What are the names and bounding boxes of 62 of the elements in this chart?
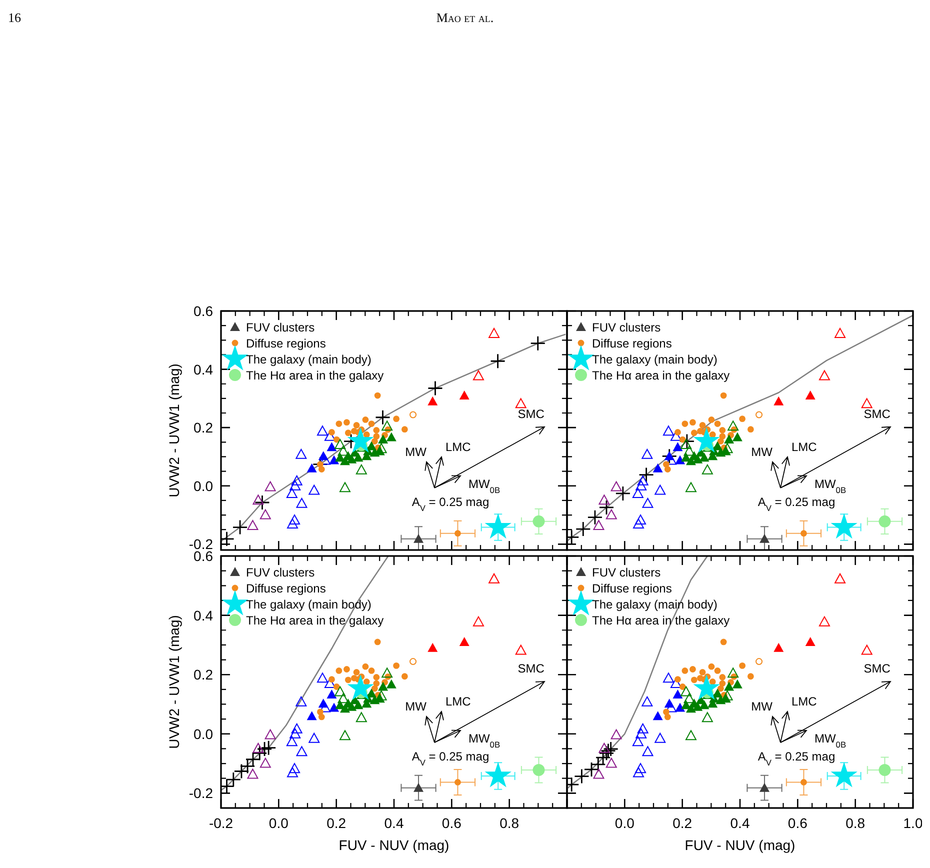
x-tick-label: 0.2 <box>326 815 346 831</box>
x-axis-title: FUV - NUV (mag) <box>338 837 450 853</box>
y-tick-label: 0.6 <box>194 303 214 319</box>
legend-label: The galaxy (main body) <box>246 352 372 366</box>
y-axis-title: UVW2 - UVW1 (mag) <box>166 615 182 749</box>
x-tick-label: 0.8 <box>500 815 520 831</box>
legend-label: The Hα area in the galaxy <box>246 368 384 382</box>
annotation: MW <box>405 444 428 459</box>
annotation: MW <box>751 444 774 459</box>
legend-label: The galaxy (main body) <box>592 352 718 366</box>
annotation: SMC <box>518 406 545 421</box>
legend-label: The galaxy (main body) <box>246 598 372 612</box>
y-tick-label: -0.2 <box>188 785 214 802</box>
text: Mao et al. <box>436 10 494 25</box>
y-tick-label: 0.0 <box>194 478 214 494</box>
y-tick-label: 0.2 <box>194 420 214 436</box>
annotation: SMC <box>864 406 891 421</box>
x-tick-label: 0.0 <box>614 815 635 831</box>
annotation: MW$_{0B}$ <box>468 476 500 495</box>
legend-label: Diffuse regions <box>592 336 672 350</box>
x-axis-title: FUV - NUV (mag) <box>684 837 796 853</box>
y-tick-label: 0.2 <box>194 666 214 683</box>
annotation: MW$_{0B}$ <box>814 731 846 750</box>
legend-label: FUV clusters <box>592 566 661 580</box>
legend-label: The Hα area in the galaxy <box>592 368 730 382</box>
x-tick-label: 0.2 <box>672 815 692 831</box>
annotation: LMC <box>791 694 818 708</box>
annotation: A$_{V}$ = 0.25 mag <box>412 494 490 513</box>
annotation: LMC <box>445 694 472 708</box>
y-axis-title: UVW2 - UVW1 (mag) <box>166 364 182 498</box>
legend-label: FUV clusters <box>592 320 661 334</box>
x-tick-label: 0.6 <box>788 815 808 831</box>
x-tick-label: 0.4 <box>384 815 404 831</box>
legend-label: FUV clusters <box>246 320 315 334</box>
text: 16 <box>8 10 22 25</box>
y-tick-label: 0.4 <box>194 607 214 624</box>
x-tick-label: 0.6 <box>442 815 462 831</box>
legend-label: Diffuse regions <box>246 336 326 350</box>
annotation: MW$_{0B}$ <box>468 731 500 750</box>
x-tick-label: 1.0 <box>903 815 923 831</box>
annotation: MW <box>405 699 428 714</box>
annotation: MW <box>751 699 774 714</box>
y-tick-label: 0.0 <box>194 726 214 742</box>
legend-label: The Hα area in the galaxy <box>246 614 384 628</box>
annotation: A$_{V}$ = 0.25 mag <box>412 749 490 768</box>
legend-label: The Hα area in the galaxy <box>592 614 730 628</box>
annotation: A$_{V}$ = 0.25 mag <box>758 749 836 768</box>
legend-label: Diffuse regions <box>592 582 672 596</box>
x-tick-label: 0.8 <box>846 815 866 831</box>
annotation: A$_{V}$ = 0.25 mag <box>758 494 836 513</box>
annotation: SMC <box>864 661 891 676</box>
x-tick-label: -0.2 <box>208 815 234 831</box>
annotation: LMC <box>445 440 472 454</box>
annotation: SMC <box>518 661 545 676</box>
x-tick-label: 0.0 <box>268 815 289 831</box>
legend-label: The galaxy (main body) <box>592 598 718 612</box>
x-tick-label: 0.4 <box>730 815 750 831</box>
legend-label: Diffuse regions <box>246 582 326 596</box>
annotation: LMC <box>791 440 818 454</box>
y-tick-label: 0.4 <box>194 361 214 378</box>
legend-label: FUV clusters <box>246 566 315 580</box>
annotation: MW$_{0B}$ <box>814 476 846 495</box>
